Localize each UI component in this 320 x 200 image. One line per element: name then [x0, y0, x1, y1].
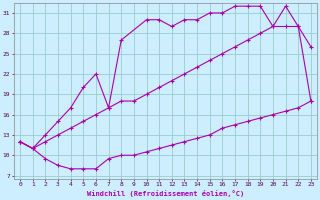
- X-axis label: Windchill (Refroidissement éolien,°C): Windchill (Refroidissement éolien,°C): [87, 190, 244, 197]
